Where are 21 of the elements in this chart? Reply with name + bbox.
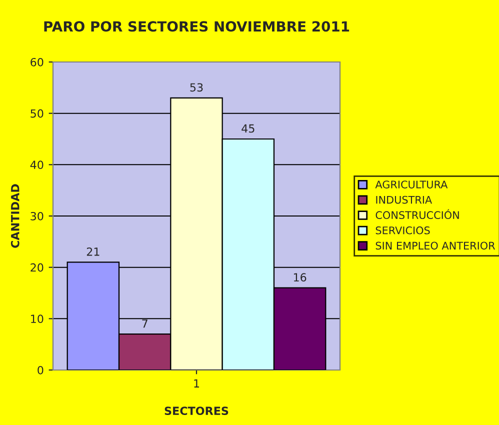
y-tick-label: 0 <box>38 366 44 374</box>
data-label: 45 <box>242 124 254 133</box>
data-label: 53 <box>190 83 203 92</box>
x-axis-title: SECTORES <box>164 406 228 416</box>
x-tick-label: 1 <box>194 379 200 388</box>
y-tick-label: 20 <box>30 263 44 272</box>
legend-label: SERVICIOS <box>376 226 430 234</box>
y-tick-label: 40 <box>30 160 44 170</box>
legend-label: INDUSTRIA <box>376 196 432 204</box>
legend-label: SIN EMPLEO ANTERIOR <box>376 242 496 250</box>
legend-label: CONSTRUCCIÓN <box>376 209 459 220</box>
y-tick-label: 30 <box>30 212 44 220</box>
y-tick-label: 10 <box>31 314 44 324</box>
y-tick-label: 50 <box>30 109 44 118</box>
data-label: 7 <box>142 319 148 328</box>
legend-label: AGRICULTURA <box>375 180 448 188</box>
chart-title: PARO POR SECTORES NOVIEMBRE 2011 <box>44 21 350 32</box>
y-axis-title: CANTIDAD <box>10 184 20 248</box>
y-tick-label: 60 <box>30 58 44 66</box>
data-label: 21 <box>86 247 100 256</box>
data-label: 16 <box>294 273 306 282</box>
